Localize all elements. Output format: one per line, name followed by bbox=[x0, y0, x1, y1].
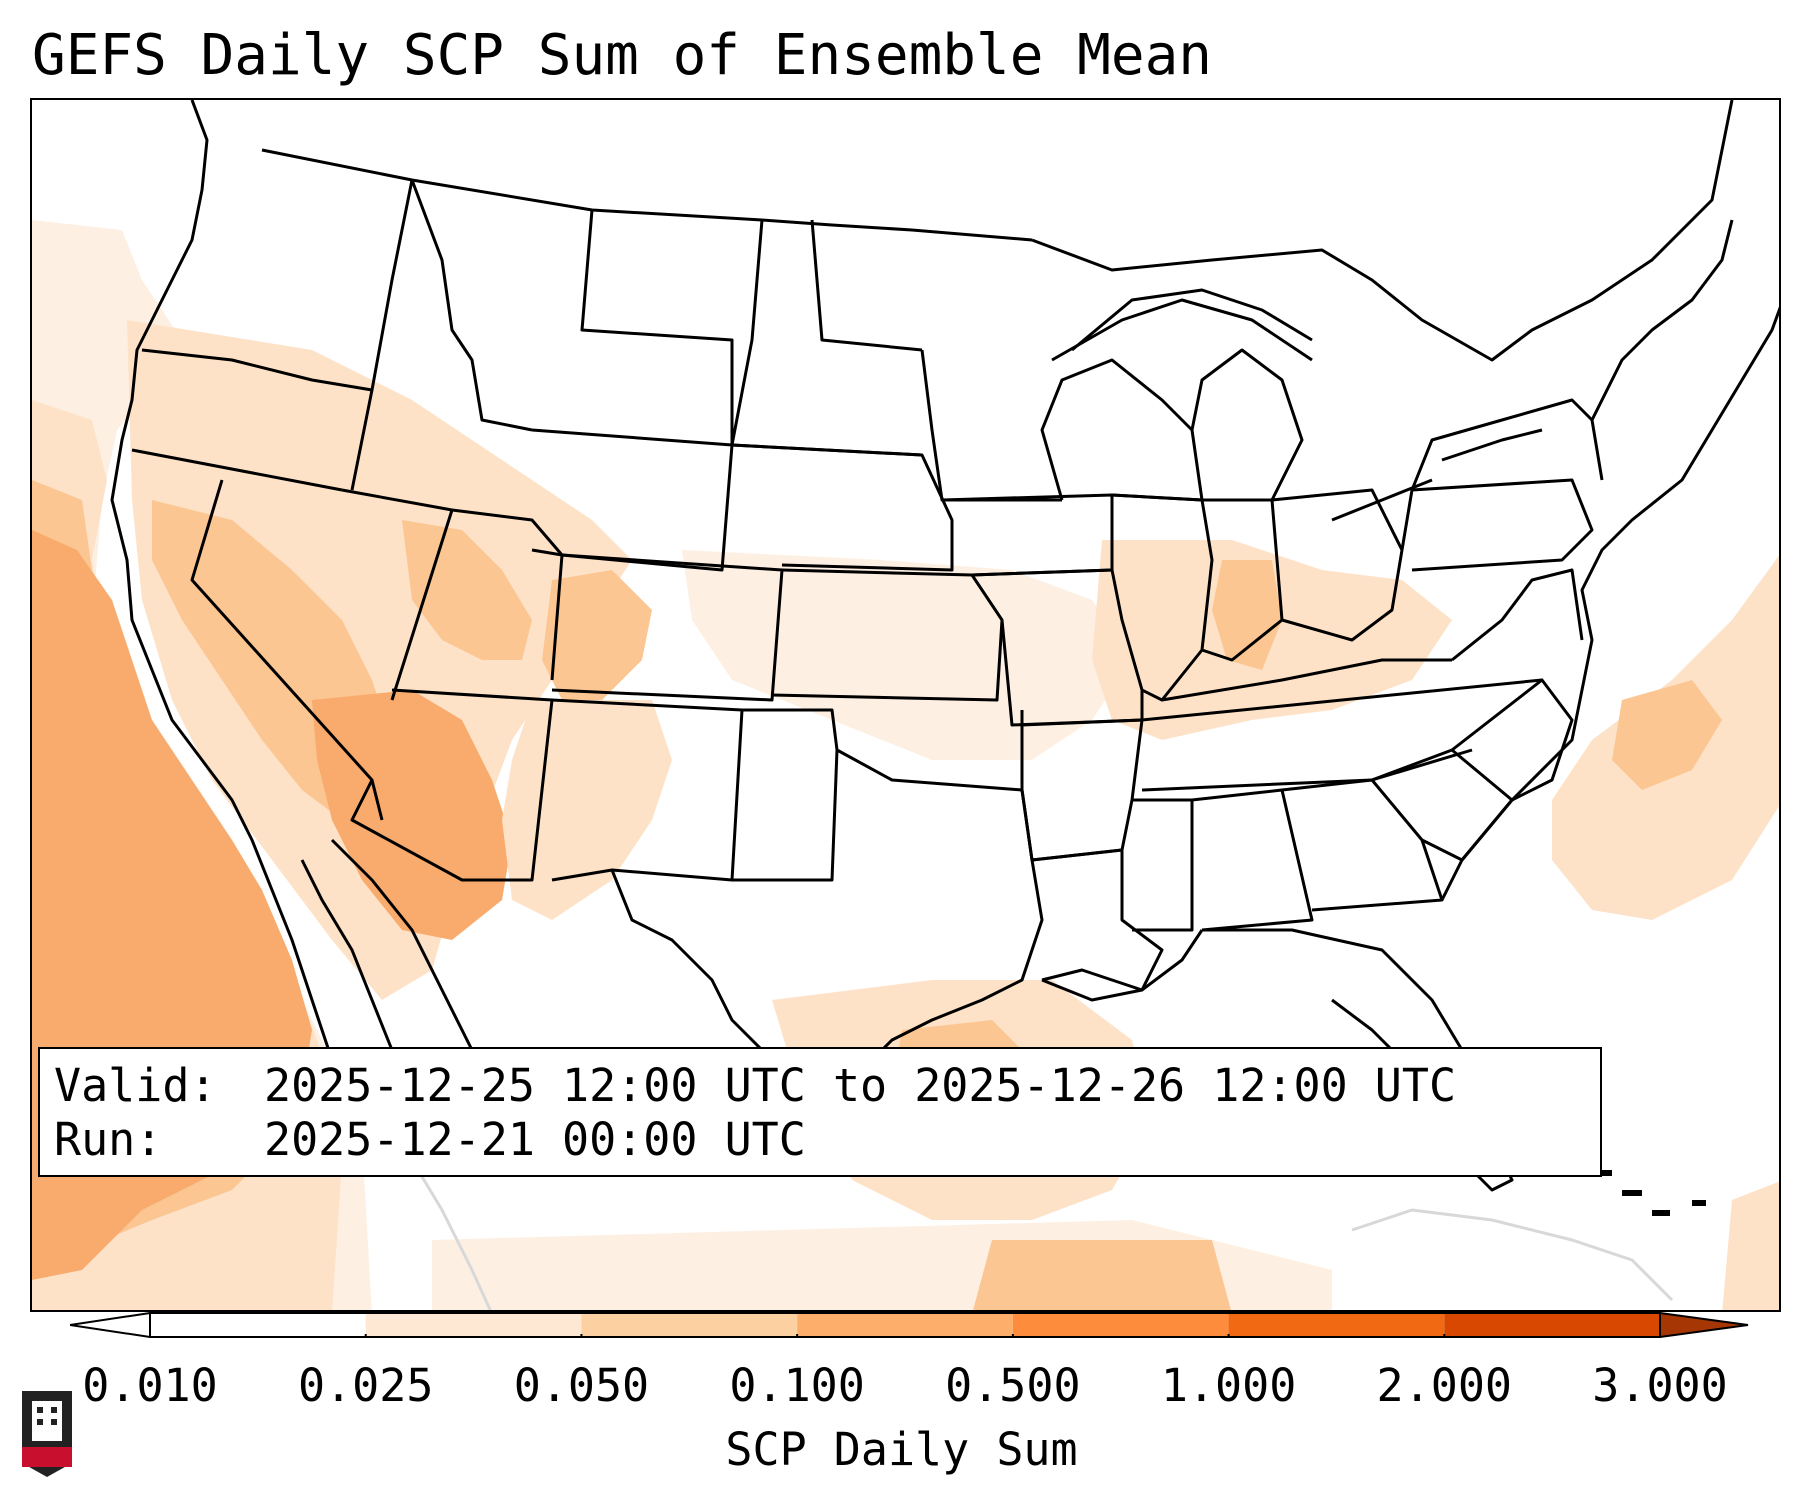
montana-border bbox=[580, 209, 734, 445]
wisconsin-border bbox=[1040, 358, 1204, 502]
canada-east-border bbox=[1031, 100, 1734, 362]
colorbar bbox=[70, 1312, 1749, 1338]
colorbar-tick-label: 0.500 bbox=[945, 1359, 1081, 1412]
valid-value: 2025-12-25 12:00 UTC to 2025-12-26 12:00… bbox=[264, 1059, 1457, 1112]
wa-or-border bbox=[141, 348, 373, 392]
michigan-upper bbox=[1051, 298, 1313, 362]
colorbar-segment bbox=[581, 1313, 798, 1337]
lake-superior-shore bbox=[1071, 288, 1313, 352]
colorbar-tick-label: 0.050 bbox=[513, 1359, 650, 1412]
new-england-border bbox=[1590, 219, 1734, 421]
shading-west-light bbox=[127, 320, 632, 1000]
iowa-border bbox=[941, 493, 1114, 577]
colorbar-tick-label: 0.010 bbox=[82, 1359, 218, 1412]
minnesota-border bbox=[920, 349, 1062, 502]
colorbar-tick-label: 0.100 bbox=[729, 1359, 865, 1412]
arizona-border bbox=[350, 688, 554, 882]
colorbar-outline bbox=[149, 1312, 1661, 1338]
nebraska-border bbox=[731, 443, 954, 572]
us-canada-border bbox=[261, 148, 1033, 242]
utah-border bbox=[451, 508, 564, 681]
shading-plains-lightest bbox=[682, 550, 1132, 760]
shading-colorado-medium bbox=[542, 570, 652, 700]
colorbar-tick-label: 0.025 bbox=[297, 1359, 434, 1412]
lake-ontario-shore bbox=[1441, 428, 1543, 462]
colorbar-extend-low bbox=[70, 1312, 151, 1338]
shading-newmexico-light bbox=[502, 700, 672, 920]
nevada-border bbox=[190, 479, 384, 821]
idaho-montana-border bbox=[410, 179, 533, 432]
alabama-border bbox=[1191, 788, 1314, 932]
oklahoma-border bbox=[742, 708, 1024, 792]
colorbar-extend-high bbox=[1659, 1312, 1749, 1338]
mississippi-border bbox=[1132, 798, 1194, 932]
niu-logo bbox=[22, 1391, 72, 1477]
north-carolina-border bbox=[1451, 678, 1574, 802]
colorbar-label: SCP Daily Sum bbox=[725, 1423, 1078, 1476]
run-label: Run: bbox=[54, 1113, 163, 1166]
kentucky-border bbox=[1161, 658, 1452, 702]
map-title: GEFS Daily SCP Sum of Ensemble Mean bbox=[32, 23, 1213, 88]
virginia-border bbox=[1451, 568, 1584, 662]
pennsylvania-border bbox=[1400, 478, 1594, 572]
gulf-coastline bbox=[1041, 929, 1204, 1002]
michigan-coast bbox=[1190, 348, 1304, 502]
colorbar-segment bbox=[1228, 1313, 1445, 1337]
colorbar-tick-label: 3.000 bbox=[1592, 1359, 1728, 1412]
shading-caribbean-light bbox=[1722, 1181, 1779, 1310]
colorbar-segment bbox=[365, 1313, 582, 1337]
colorbar-tick-label: 1.000 bbox=[1160, 1359, 1297, 1412]
or-ca-border bbox=[131, 448, 343, 492]
valid-label: Valid: bbox=[54, 1059, 217, 1112]
map-panel bbox=[30, 98, 1781, 1312]
shading-utah-medium bbox=[402, 520, 532, 660]
colorbar-segment bbox=[797, 1313, 1013, 1337]
run-line: Run: 2025-12-21 00:00 UTC bbox=[54, 1113, 1600, 1167]
valid-run-info-box: Valid: 2025-12-25 12:00 UTC to 2025-12-26… bbox=[38, 1047, 1602, 1177]
pacific-coastline bbox=[110, 100, 344, 1111]
shading-south-band-medium bbox=[973, 1240, 1231, 1310]
shading-arizona-dark bbox=[312, 690, 512, 940]
colorbar-segment bbox=[1444, 1313, 1660, 1337]
louisiana-border bbox=[1031, 848, 1164, 992]
shading-indiana-medium bbox=[1212, 560, 1282, 670]
shading-atlantic-medium bbox=[1612, 680, 1722, 790]
wyoming-border bbox=[531, 428, 734, 572]
idaho-border bbox=[350, 179, 414, 491]
colorbar-segment bbox=[1012, 1313, 1229, 1337]
colorbar-tick-label: 2.000 bbox=[1376, 1359, 1513, 1412]
ohio-border bbox=[1271, 488, 1404, 642]
colorado-border bbox=[551, 553, 784, 702]
atlantic-coastline bbox=[1440, 306, 1779, 901]
north-dakota-border bbox=[810, 219, 923, 352]
lake-erie-shore bbox=[1331, 478, 1433, 522]
valid-line: Valid: 2025-12-25 12:00 UTC to 2025-12-26… bbox=[54, 1059, 1600, 1113]
arkansas-border bbox=[1020, 718, 1144, 862]
newyork-border bbox=[1410, 398, 1604, 491]
dakota-border bbox=[730, 219, 923, 457]
run-value: 2025-12-21 00:00 UTC bbox=[264, 1113, 806, 1166]
caribbean-islands bbox=[1592, 1170, 1706, 1216]
illinois-border bbox=[1111, 493, 1214, 702]
colorbar-segment bbox=[150, 1313, 366, 1337]
